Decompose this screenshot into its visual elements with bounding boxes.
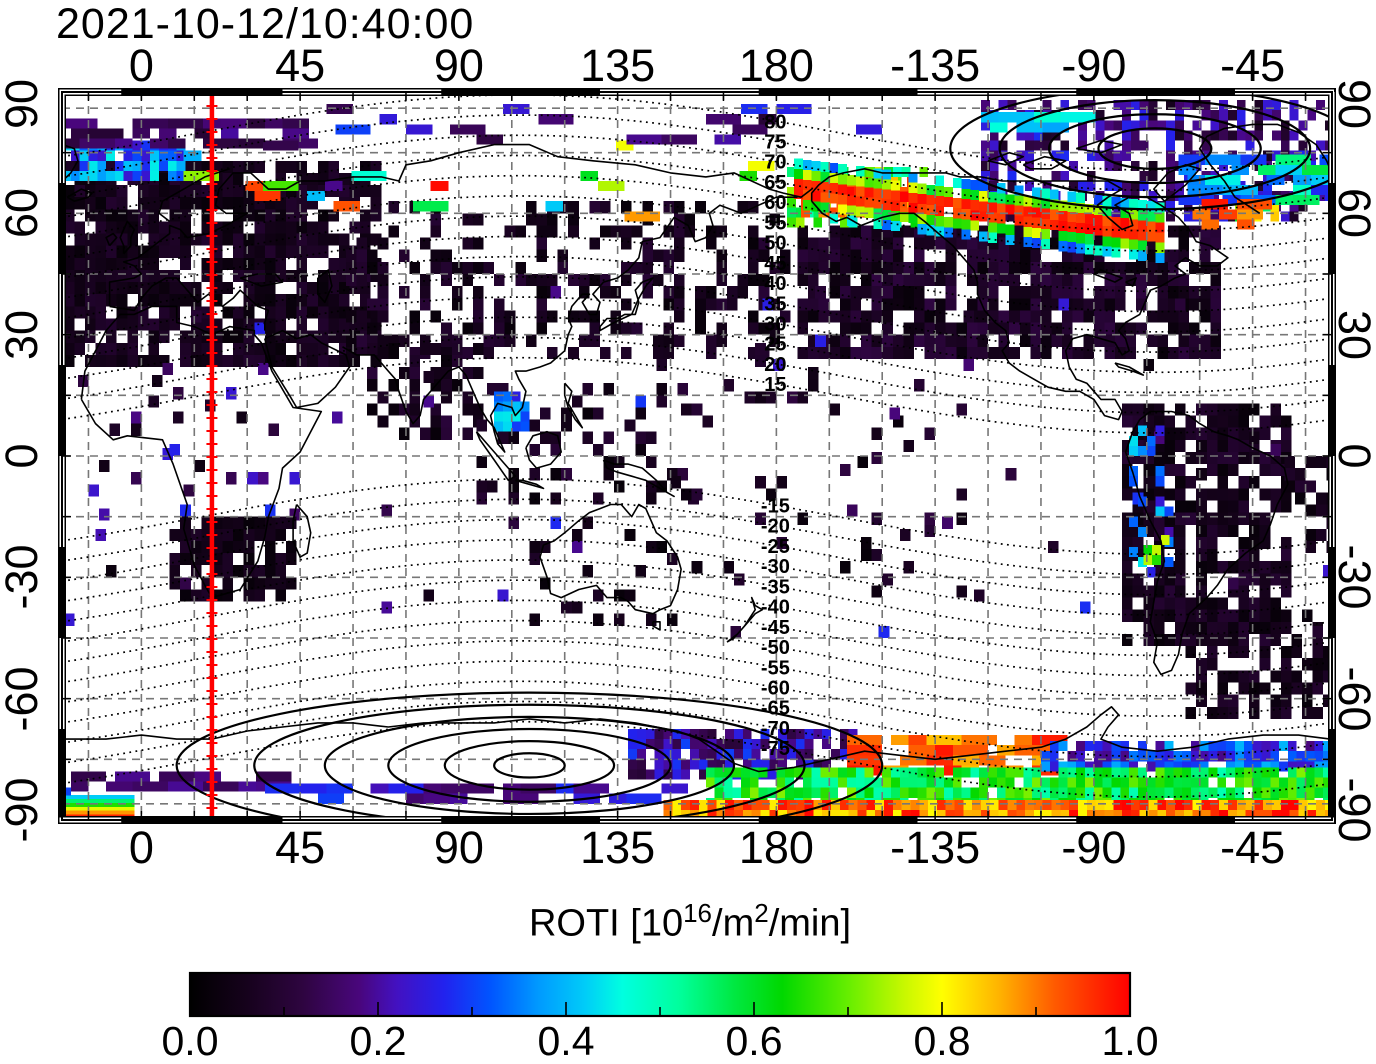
- lat-tick-left--90: -90: [0, 777, 47, 843]
- lat-tick-left-90: 90: [0, 78, 47, 130]
- lat-tick-left-0: 0: [0, 443, 47, 469]
- magnetic-pole-contours-solid: [175, 92, 1332, 820]
- lat-tick-left--30: -30: [0, 544, 47, 610]
- colorbar-per-min: /min]: [768, 902, 852, 945]
- lon-tick-top--90: -90: [1061, 40, 1127, 91]
- lon-tick-bottom--90: -90: [1061, 822, 1127, 873]
- colorbar-title-roti: ROTI [10: [528, 902, 684, 945]
- lat-tick-right-90: 90: [1329, 78, 1376, 130]
- colorbar-tick-0.8: 0.8: [913, 1018, 971, 1064]
- lon-tick-top--135: -135: [890, 40, 981, 91]
- mag-lat-label-north-40: 40: [764, 273, 786, 295]
- mag-lat-label-north-65: 65: [764, 172, 786, 194]
- mag-lat-label-south--15: -15: [761, 496, 790, 518]
- mag-lat-label-south--55: -55: [761, 657, 790, 679]
- lon-tick-bottom-135: 135: [580, 822, 656, 873]
- mag-lat-label-south--75: -75: [761, 738, 790, 760]
- colorbar-tick-0.0: 0.0: [161, 1018, 219, 1064]
- lon-tick-top--45: -45: [1220, 40, 1286, 91]
- mag-lat-label-north-60: 60: [764, 192, 786, 214]
- lat-tick-right--60: -60: [1329, 666, 1376, 732]
- lon-tick-bottom-180: 180: [738, 822, 814, 873]
- mag-lat-label-north-75: 75: [764, 132, 786, 154]
- latlon-grid: [62, 92, 1332, 820]
- mag-lat-label-north-80: 80: [764, 111, 786, 133]
- lon-tick-top-90: 90: [433, 40, 484, 91]
- coastlines: [62, 123, 1332, 773]
- lon-tick-top-45: 45: [275, 40, 326, 91]
- mag-lat-label-south--60: -60: [761, 678, 790, 700]
- mag-lat-label-south--40: -40: [761, 597, 790, 619]
- colorbar-exponent-16: 16: [683, 898, 713, 928]
- mag-lat-label-north-20: 20: [764, 354, 786, 376]
- lon-tick-top-180: 180: [738, 40, 814, 91]
- mag-lat-label-north-30: 30: [764, 314, 786, 336]
- mag-lat-label-south--45: -45: [761, 617, 790, 639]
- lat-tick-left-60: 60: [0, 188, 47, 239]
- mag-lat-label-south--25: -25: [761, 536, 790, 558]
- mag-lat-label-north-55: 55: [764, 212, 786, 234]
- lon-tick-bottom-90: 90: [433, 822, 484, 873]
- mag-lat-label-north-50: 50: [764, 233, 786, 255]
- mag-lat-label-south--65: -65: [761, 698, 790, 720]
- mag-lat-label-south--20: -20: [761, 516, 790, 538]
- colorbar-per-m: /m: [712, 902, 755, 945]
- lat-tick-right-0: 0: [1329, 443, 1376, 469]
- lon-tick-bottom-0: 0: [128, 822, 154, 873]
- mag-lat-label-south--50: -50: [761, 637, 790, 659]
- mag-lat-label-south--30: -30: [761, 556, 790, 578]
- lat-tick-left-30: 30: [0, 309, 47, 360]
- colorbar-tick-0.4: 0.4: [537, 1018, 595, 1064]
- lon-tick-top-135: 135: [580, 40, 656, 91]
- map-frame: [58, 88, 1336, 824]
- colorbar: [188, 971, 1132, 1018]
- lon-tick-bottom-45: 45: [275, 822, 326, 873]
- mag-lat-label-north-15: 15: [764, 374, 786, 396]
- colorbar-tick-1.0: 1.0: [1101, 1018, 1159, 1064]
- mag-lat-label-south--35: -35: [761, 576, 790, 598]
- lon-tick-bottom--135: -135: [890, 822, 981, 873]
- mag-lat-label-north-70: 70: [764, 152, 786, 174]
- colorbar-exponent-2: 2: [754, 898, 769, 928]
- mag-lat-label-north-35: 35: [764, 293, 786, 315]
- roti-data-cells: [62, 100, 1332, 820]
- lat-tick-right-30: 30: [1329, 309, 1376, 360]
- mag-lat-label-south--70: -70: [761, 718, 790, 740]
- lat-tick-right--30: -30: [1329, 544, 1376, 610]
- colorbar-tick-0.6: 0.6: [725, 1018, 783, 1064]
- lon-tick-top-0: 0: [128, 40, 154, 91]
- colorbar-tick-0.2: 0.2: [349, 1018, 407, 1064]
- lon-tick-bottom--45: -45: [1220, 822, 1286, 873]
- mag-lat-label-north-25: 25: [764, 334, 786, 356]
- mag-lat-label-north-45: 45: [764, 253, 786, 275]
- lat-tick-right--90: -90: [1329, 777, 1376, 843]
- colorbar-title: ROTI [1016/m2/min]: [529, 898, 851, 946]
- timestamp-title: 2021-10-12/10:40:00: [56, 0, 475, 48]
- lat-tick-right-60: 60: [1329, 188, 1376, 239]
- lat-tick-left--60: -60: [0, 666, 47, 732]
